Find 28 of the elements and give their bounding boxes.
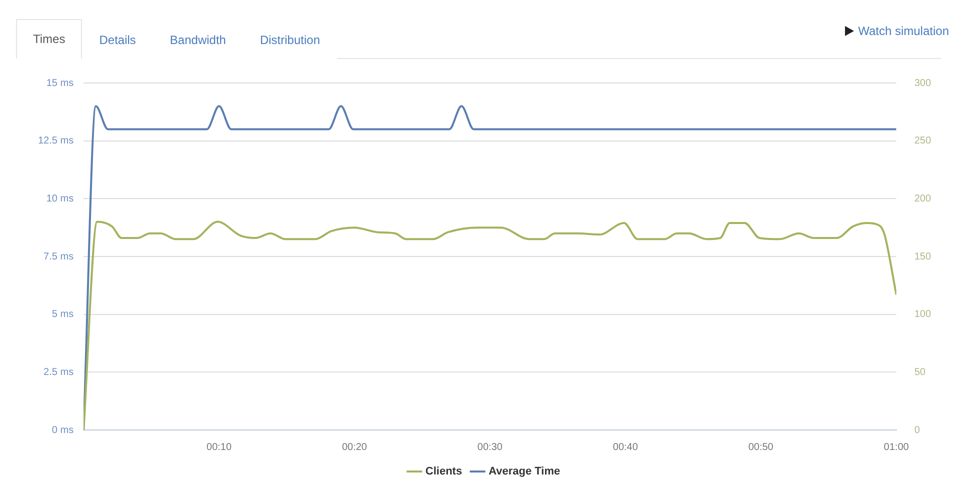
- x-tick-label: 01:00: [884, 442, 910, 453]
- text: Times: [16, 19, 82, 59]
- text: Watch simulation: [858, 24, 949, 38]
- x-tick-label: 00:30: [477, 442, 503, 453]
- y-tick-label: 2.5 ms: [44, 366, 74, 378]
- y2-tick-label: 0: [914, 424, 920, 436]
- text: Distribution: [242, 20, 337, 59]
- x-tick-label: 00:20: [342, 442, 368, 453]
- y-tick-label: 7.5 ms: [44, 251, 74, 262]
- y2-tick-label: 150: [914, 251, 932, 262]
- y-tick-label: 0 ms: [52, 424, 74, 436]
- y-tick-label: 15 ms: [46, 78, 74, 89]
- y-tick-label: 12.5 ms: [38, 136, 74, 147]
- y-tick-label: 10 ms: [46, 193, 74, 204]
- x-tick-label: 00:10: [206, 442, 232, 453]
- line-series: [84, 220, 896, 430]
- y2-tick-label: 250: [914, 136, 932, 147]
- legend-label: Average Time: [488, 466, 560, 478]
- y-tick-label: 5 ms: [52, 309, 74, 320]
- text: Bandwidth: [152, 20, 243, 59]
- text: Details: [82, 20, 153, 59]
- y2-tick-label: 50: [914, 366, 926, 378]
- y2-tick-label: 300: [914, 78, 932, 89]
- legend-label: Clients: [425, 466, 462, 478]
- y2-tick-label: 200: [914, 193, 932, 204]
- x-tick-label: 00:50: [748, 442, 774, 453]
- y2-tick-label: 100: [914, 309, 932, 320]
- x-tick-label: 00:40: [612, 442, 638, 453]
